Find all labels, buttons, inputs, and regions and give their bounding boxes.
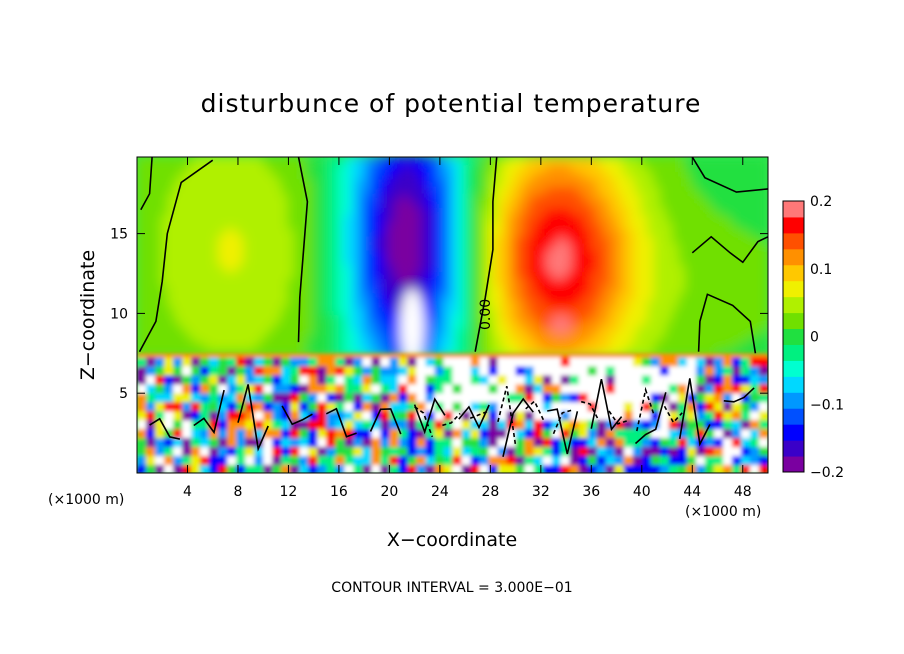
x-tick-label: 12 <box>280 484 298 500</box>
colorbar-swatch <box>783 216 804 234</box>
x-tick-label: 4 <box>183 484 192 500</box>
colorbar-swatch <box>783 440 804 457</box>
colorbar-swatch <box>783 392 804 409</box>
colorbar-swatch <box>783 232 804 250</box>
colorbar-swatch <box>783 201 804 218</box>
y-tick-label: 15 <box>110 227 128 243</box>
contour-label: 0.00 <box>478 299 494 330</box>
colorbar-swatch <box>783 424 804 441</box>
x-tick-label: 48 <box>734 484 752 500</box>
colorbar-label: −0.1 <box>810 397 844 413</box>
colorbar-swatch <box>783 360 804 377</box>
x-tick-label: 40 <box>633 484 651 500</box>
y-axis: 5 10 15 <box>110 227 768 402</box>
colorbar-swatch <box>783 408 804 425</box>
colorbar-swatch <box>783 280 804 298</box>
colorbar-swatch <box>783 456 804 473</box>
colorbar-swatch <box>783 312 804 330</box>
x-unit-left: (×1000 m) <box>48 492 124 508</box>
colorbar-label: 0 <box>810 330 819 346</box>
x-tick-label: 36 <box>582 484 600 500</box>
contour-interval: CONTOUR INTERVAL = 3.000E−01 <box>331 580 572 596</box>
colorbar-swatch <box>783 296 804 314</box>
colorbar-label: 0.2 <box>810 194 832 210</box>
x-axis: 4 8 12 16 20 24 28 32 36 40 44 48 <box>183 157 752 500</box>
x-tick-label: 20 <box>380 484 398 500</box>
x-tick-label: 44 <box>683 484 701 500</box>
plot-area <box>137 157 768 473</box>
colorbar-label: −0.2 <box>810 465 844 481</box>
colorbar-swatch <box>783 376 804 393</box>
colorbar-swatch <box>783 264 804 282</box>
colorbar-label: 0.1 <box>810 262 832 278</box>
x-tick-label: 8 <box>233 484 242 500</box>
y-tick-label: 5 <box>119 386 128 402</box>
x-tick-label: 28 <box>481 484 499 500</box>
colorbar-swatch <box>783 248 804 266</box>
x-axis-label: X−coordinate <box>387 529 517 551</box>
x-unit-right: (×1000 m) <box>685 504 761 520</box>
chart-title: disturbunce of potential temperature <box>201 89 702 118</box>
colorbar-swatch <box>783 344 804 361</box>
colorbar: 0.2 0.1 0 −0.1 −0.2 <box>782 194 844 481</box>
y-tick-label: 10 <box>110 306 128 322</box>
x-tick-label: 16 <box>330 484 348 500</box>
x-tick-label: 24 <box>431 484 449 500</box>
plot-frame <box>136 156 769 474</box>
y-axis-label: Z−coordinate <box>77 250 99 380</box>
colorbar-swatch <box>783 328 804 345</box>
x-tick-label: 32 <box>532 484 550 500</box>
